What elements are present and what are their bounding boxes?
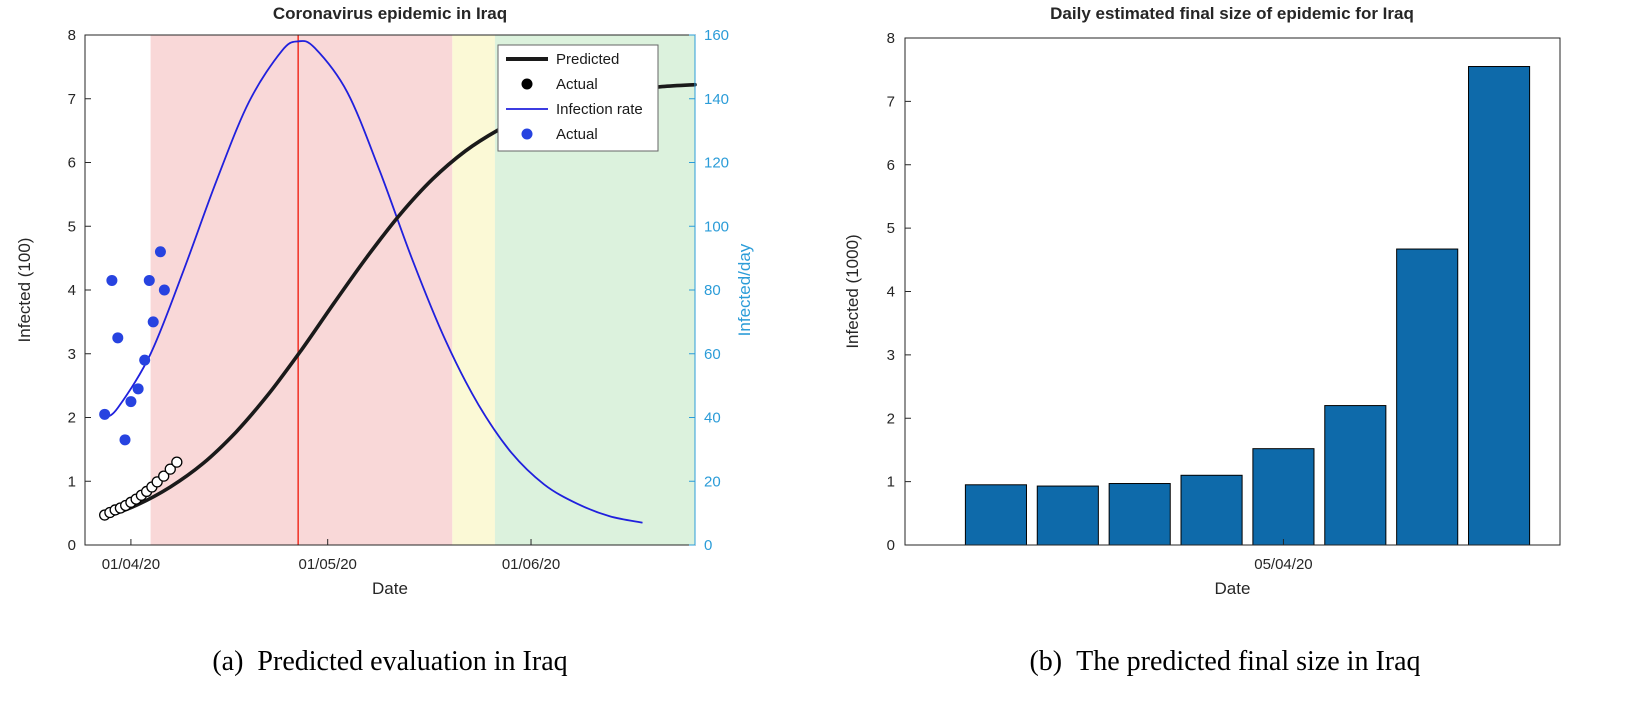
- right-caption-prefix: (b): [1029, 646, 1063, 677]
- left-figure: 0 1 2 3 4 5 6 7 8 0 20 40 60 80 100 120 140 160 01/04/20 01…: [0, 0, 780, 718]
- tick-label: 8: [887, 30, 895, 47]
- tick-label: 6: [887, 157, 895, 174]
- bar: [964, 484, 1027, 546]
- left-y-axis: 0 1 2 3 4 5 6 7 8: [68, 27, 91, 554]
- bar: [1180, 474, 1243, 546]
- daily-actual-point: [147, 316, 159, 328]
- right-y-axis: 0 20 40 60 80 100 120 140 160: [689, 27, 729, 554]
- x-axis: 05/04/20: [1254, 539, 1313, 573]
- bar: [1396, 248, 1459, 546]
- legend: Predicted Actual Infection rate Actual: [497, 44, 659, 152]
- legend-swatch-dot: [521, 78, 533, 90]
- daily-actual-point: [139, 354, 151, 366]
- tick-label: 0: [68, 537, 76, 554]
- daily-actual-point: [143, 274, 155, 286]
- bar: [1252, 448, 1315, 546]
- tick-label: 100: [704, 218, 729, 235]
- bar: [1324, 405, 1387, 546]
- tick-label: 20: [704, 473, 721, 490]
- actual-point: [164, 463, 176, 475]
- tick-label: 3: [887, 347, 895, 364]
- tick-label: 3: [68, 346, 76, 363]
- phase-region-0: [150, 35, 453, 545]
- legend-swatch-dot: [521, 128, 533, 140]
- daily-actual-point: [112, 332, 124, 344]
- tick-label: 01/05/20: [298, 556, 356, 573]
- tick-label: 2: [68, 410, 76, 427]
- tick-label: 4: [68, 282, 76, 299]
- tick-label: 1: [887, 474, 895, 491]
- tick-label: 1: [68, 473, 76, 490]
- daily-actual-point: [99, 408, 111, 420]
- phase-region-1: [452, 35, 495, 545]
- tick-label: 5: [887, 220, 895, 237]
- right-chart-title: Daily estimated final size of epidemic f…: [1050, 4, 1414, 23]
- right-y-axis-label: Infected/day: [735, 243, 754, 336]
- right-caption-text: The predicted final size in Iraq: [1076, 646, 1421, 677]
- daily-actual-point: [158, 284, 170, 296]
- actual-point: [158, 470, 170, 482]
- tick-label: 0: [704, 537, 712, 554]
- daily-actual-point: [154, 246, 166, 258]
- legend-label: Actual: [556, 76, 598, 93]
- daily-actual-point: [106, 274, 118, 286]
- y-axis: 0 1 2 3 4 5 6 7 8: [887, 30, 911, 554]
- tick-label: 120: [704, 155, 729, 172]
- tick-label: 6: [68, 155, 76, 172]
- daily-actual-point: [125, 396, 137, 408]
- bar: [1036, 485, 1099, 546]
- daily-actual-point: [119, 434, 131, 446]
- actual-cumulative-points: [99, 456, 183, 521]
- x-axis: 01/04/20 01/05/20 01/06/20: [102, 539, 560, 573]
- actual-point: [171, 456, 183, 468]
- bar: [1108, 483, 1171, 546]
- legend-label: Predicted: [556, 51, 619, 68]
- right-caption: (b) The predicted final size in Iraq: [830, 646, 1620, 678]
- legend-label: Actual: [556, 126, 598, 143]
- tick-label: 60: [704, 346, 721, 363]
- bar: [1468, 66, 1531, 546]
- daily-actual-point: [132, 383, 144, 395]
- x-axis-label: Date: [1215, 579, 1251, 598]
- infection-rate-curve: [104, 40, 643, 524]
- bars: [964, 66, 1531, 546]
- left-y-axis-label: Infected (100): [15, 238, 34, 343]
- tick-label: 80: [704, 282, 721, 299]
- tick-label: 2: [887, 410, 895, 427]
- legend-label: Infection rate: [556, 101, 643, 118]
- tick-label: 7: [68, 91, 76, 108]
- tick-label: 01/06/20: [502, 556, 560, 573]
- tick-label: 160: [704, 27, 729, 44]
- tick-label: 140: [704, 91, 729, 108]
- tick-label: 40: [704, 410, 721, 427]
- tick-label: 7: [887, 93, 895, 110]
- tick-label: 5: [68, 218, 76, 235]
- right-figure: 0 1 2 3 4 5 6 7 8 05/04/20 Date Infected (1000) Dai…: [830, 0, 1620, 718]
- left-caption-text: Predicted evaluation in Iraq: [257, 646, 568, 677]
- tick-label: 4: [887, 284, 895, 301]
- plot-box: [904, 37, 1561, 546]
- actual-daily-points: [99, 246, 170, 446]
- y-axis-label: Infected (1000): [843, 234, 862, 348]
- left-caption: (a) Predicted evaluation in Iraq: [0, 646, 780, 678]
- tick-label: 01/04/20: [102, 556, 160, 573]
- x-axis-label: Date: [372, 579, 408, 598]
- left-caption-prefix: (a): [212, 646, 244, 677]
- tick-label: 0: [887, 537, 895, 554]
- left-chart-title: Coronavirus epidemic in Iraq: [272, 4, 508, 23]
- tick-label: 05/04/20: [1254, 556, 1312, 573]
- tick-label: 8: [68, 27, 76, 44]
